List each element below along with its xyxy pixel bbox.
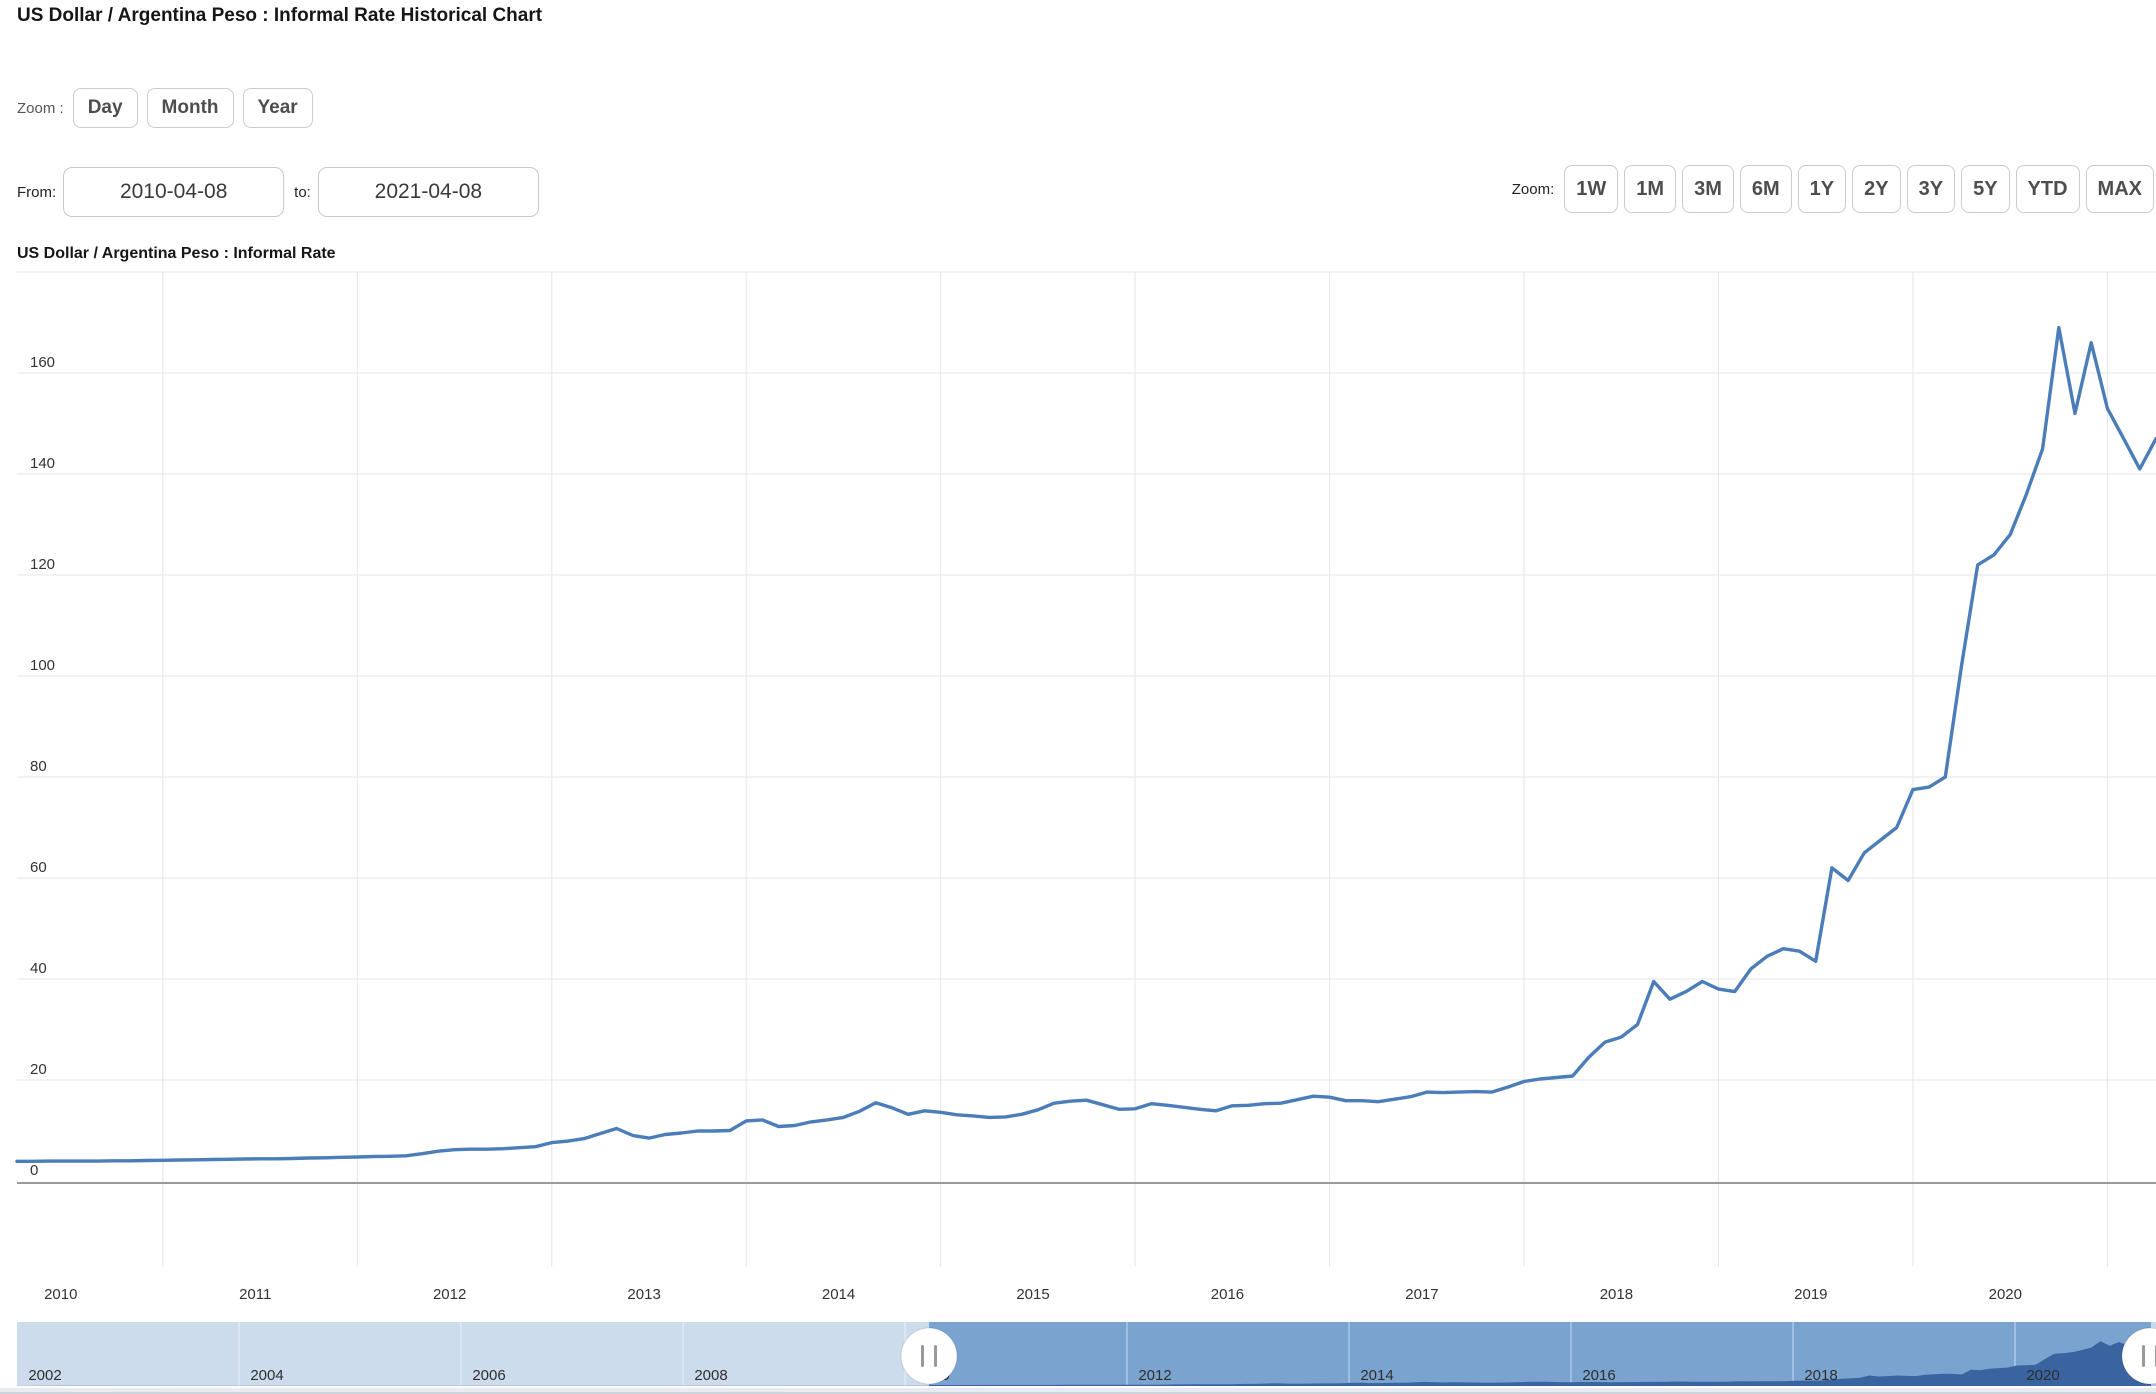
y-axis-tick-label: 0	[30, 1162, 38, 1179]
y-axis-labels: 0 20 40 60 80 100 120 140 160	[30, 354, 55, 1179]
x-axis-tick-label: 2013	[627, 1286, 660, 1303]
y-axis-tick-label: 140	[30, 455, 55, 472]
navigator-year-label: 2014	[1360, 1367, 1393, 1384]
range-6m-button[interactable]: 6M	[1739, 165, 1792, 213]
navigator-year-label: 2008	[694, 1367, 727, 1384]
y-axis-tick-label: 20	[30, 1061, 47, 1078]
navigator: 2002200420062008201020122014201620182020	[0, 1322, 2156, 1394]
y-axis-tick-label: 160	[30, 354, 55, 371]
zoom-day-button[interactable]: Day	[72, 88, 138, 128]
y-axis-tick-label: 100	[30, 657, 55, 674]
x-axis-tick-label: 2016	[1211, 1286, 1244, 1303]
chart-title: US Dollar / Argentina Peso : Informal Ra…	[17, 245, 336, 262]
zoom-year-button[interactable]: Year	[242, 88, 313, 128]
range-3m-button[interactable]: 3M	[1682, 165, 1734, 213]
range-zoom-buttons: 1W 1M 3M 6M 1Y 2Y 3Y 5Y YTD MAX	[1558, 165, 2154, 213]
y-axis-tick-label: 40	[30, 960, 47, 977]
range-2y-button[interactable]: 2Y	[1852, 165, 1901, 213]
from-label: From:	[17, 183, 57, 201]
x-axis-tick-label: 2012	[433, 1286, 466, 1303]
range-1m-button[interactable]: 1M	[1624, 165, 1677, 213]
navigator-year-label: 2016	[1582, 1367, 1615, 1384]
vertical-gridlines	[162, 272, 2108, 1267]
navigator-year-label: 2012	[1138, 1367, 1171, 1384]
y-axis-tick-label: 60	[30, 859, 47, 876]
range-5y-button[interactable]: 5Y	[1961, 165, 2010, 213]
range-3y-button[interactable]: 3Y	[1906, 165, 1956, 213]
navigator-year-label: 2020	[2026, 1367, 2059, 1384]
navigator-year-label: 2002	[28, 1367, 61, 1384]
date-range-toolbar: From: to:	[17, 167, 549, 217]
horizontal-gridlines	[17, 271, 2156, 1081]
zoom-granularity-buttons: Day Month Year	[72, 88, 322, 128]
zoom-granularity-label: Zoom :	[17, 99, 64, 117]
x-axis-tick-label: 2020	[1989, 1286, 2022, 1303]
navigator-year-label: 2006	[472, 1367, 505, 1384]
chart-plot-area[interactable]	[17, 272, 2156, 1183]
x-axis-tick-label: 2014	[822, 1286, 855, 1303]
x-axis-tick-label: 2015	[1016, 1286, 1049, 1303]
zoom-granularity-toolbar: Zoom : Day Month Year	[17, 88, 322, 128]
navigator-left-handle[interactable]	[900, 1327, 958, 1385]
x-axis-tick-label: 2011	[239, 1286, 271, 1303]
navigator-scrollbar-track[interactable]	[0, 1388, 2156, 1394]
range-1y-button[interactable]: 1Y	[1797, 165, 1847, 213]
range-max-button[interactable]: MAX	[2085, 165, 2154, 213]
to-label: to:	[294, 183, 311, 201]
navigator-year-label: 2018	[1804, 1367, 1837, 1384]
x-axis-tick-label: 2010	[44, 1286, 77, 1303]
range-zoom-toolbar: Zoom: 1W 1M 3M 6M 1Y 2Y 3Y 5Y YTD MAX	[1512, 165, 2154, 213]
y-axis-tick-label: 80	[30, 758, 47, 775]
to-date-input[interactable]	[317, 167, 539, 217]
y-axis-tick-label: 120	[30, 556, 55, 573]
x-axis-tick-label: 2018	[1600, 1286, 1633, 1303]
navigator-area-series	[17, 1341, 2156, 1386]
page-title: US Dollar / Argentina Peso : Informal Ra…	[17, 5, 543, 26]
rate-line-series	[15, 325, 2156, 1164]
range-zoom-label: Zoom:	[1511, 180, 1555, 198]
navigator-year-label: 2004	[250, 1367, 283, 1384]
zoom-month-button[interactable]: Month	[146, 88, 234, 128]
x-axis-labels: 2010 2011 2012 2013 2014 2015 2016 2017 2018 2019…	[44, 1286, 2022, 1303]
x-axis-tick-label: 2019	[1794, 1286, 1827, 1303]
x-axis-tick-label: 2017	[1405, 1286, 1438, 1303]
navigator-mask-left[interactable]	[17, 1322, 929, 1386]
from-date-input[interactable]	[63, 167, 285, 217]
navigator-right-handle[interactable]	[2121, 1327, 2156, 1385]
range-1w-button[interactable]: 1W	[1564, 165, 1619, 213]
range-ytd-button[interactable]: YTD	[2015, 165, 2080, 213]
